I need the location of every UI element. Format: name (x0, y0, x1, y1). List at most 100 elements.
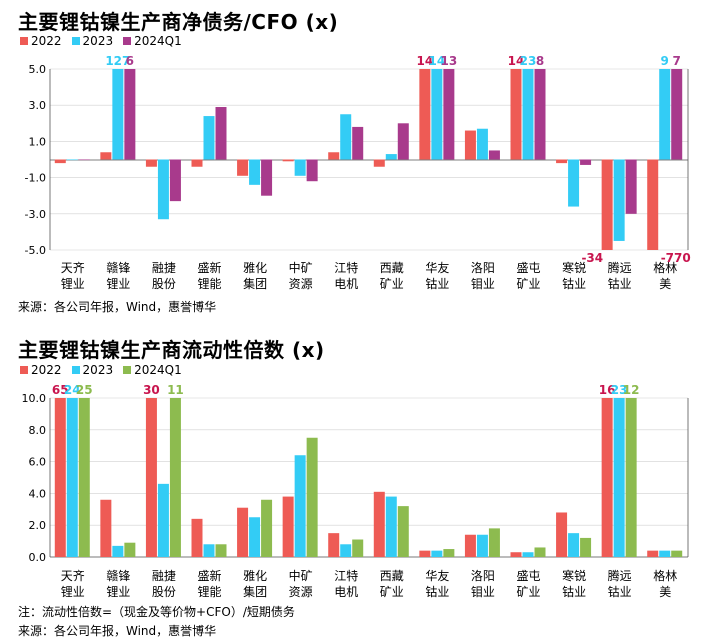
bar-2024Q1 (215, 107, 227, 160)
bar-2023 (112, 69, 124, 160)
data-label: 30 (143, 383, 160, 397)
legend2-swatch-2023 (71, 366, 80, 374)
x-tick-label: 股份 (152, 277, 176, 291)
x-tick-label: 西藏 (380, 261, 404, 275)
bar-2024Q1 (169, 398, 181, 557)
chart2-source: 来源：各公司年报，Wind，惠誉博华 (18, 624, 217, 638)
y-tick-label: 2.0 (29, 519, 47, 532)
bar-2023 (613, 398, 625, 557)
bar-2023 (522, 552, 534, 557)
bar-2023 (66, 398, 78, 557)
bar-2023 (431, 550, 443, 557)
x-tick-label: 集团 (243, 584, 267, 599)
bar-2023 (385, 496, 397, 557)
x-tick-label: 盛新 (197, 568, 221, 583)
x-tick-label: 天齐 (61, 260, 85, 275)
x-tick-label: 矿业 (380, 585, 404, 599)
bar-2023 (522, 69, 534, 160)
legend2-item-2024q1: 2024Q1 (123, 363, 182, 377)
chart2-title: 主要锂钴镍生产商流动性倍数 (x) (18, 338, 325, 362)
x-tick-label: 美 (659, 585, 671, 599)
bar-2022 (191, 518, 203, 557)
legend2-swatch-2024q1 (123, 366, 132, 374)
x-tick-label: 洛阳 (471, 568, 495, 583)
bar-2022 (54, 398, 66, 557)
bar-2023 (385, 154, 397, 160)
bar-2024Q1 (124, 69, 136, 160)
bar-2022 (419, 550, 431, 557)
bar-2022 (556, 512, 568, 557)
bar-2023 (203, 544, 215, 557)
legend2-label-2022: 2022 (31, 363, 62, 377)
bar-2022 (328, 152, 340, 160)
legend-swatch-2024q1 (123, 37, 132, 45)
y-tick-label: 5.0 (29, 63, 47, 76)
data-label: 65 (52, 383, 69, 397)
bar-2024Q1 (671, 69, 683, 160)
x-tick-label: 融捷 (152, 261, 176, 275)
bar-2022 (601, 159, 613, 250)
bar-2023 (112, 545, 124, 557)
bar-2024Q1 (78, 398, 90, 557)
x-tick-label: 腾远 (608, 260, 632, 275)
legend-swatch-2022 (20, 37, 28, 45)
chart1-source: 来源：各公司年报，Wind，惠誉博华 (18, 300, 217, 314)
x-tick-label: 江特 (334, 568, 358, 583)
data-label: -770 (661, 251, 691, 265)
bar-2024Q1 (397, 123, 409, 160)
legend-item-2022: 2022 (20, 34, 62, 48)
x-tick-label: 锂能 (197, 276, 221, 291)
data-label: 9 (661, 54, 669, 68)
legend2-item-2023: 2023 (71, 363, 114, 377)
x-tick-label: 赣锋 (106, 261, 130, 275)
bar-2022 (328, 533, 340, 557)
x-tick-label: 锂业 (61, 276, 85, 291)
bar-2024Q1 (580, 159, 592, 165)
data-label: 24 (64, 383, 81, 397)
bar-2022 (145, 398, 157, 557)
x-tick-label: 西藏 (380, 569, 404, 583)
x-tick-label: 腾远 (608, 568, 632, 583)
bar-2022 (237, 507, 249, 557)
data-label: 12 (623, 383, 640, 397)
legend-label-2022: 2022 (31, 34, 62, 48)
x-tick-label: 美 (659, 277, 671, 291)
bar-2024Q1 (78, 159, 90, 161)
x-tick-label: 钴业 (562, 276, 586, 291)
x-tick-label: 锂能 (197, 584, 221, 599)
bar-2023 (659, 69, 671, 160)
y-tick-label: -5.0 (25, 244, 46, 257)
x-tick-label: 电机 (334, 585, 358, 599)
legend-item-2024q1: 2024Q1 (123, 34, 182, 48)
x-tick-label: 电机 (334, 277, 358, 291)
bar-2024Q1 (443, 69, 455, 160)
data-label: 14 (508, 54, 525, 68)
bar-2022 (282, 496, 294, 557)
bar-2024Q1 (352, 126, 364, 160)
bar-2022 (464, 534, 476, 557)
bar-2024Q1 (397, 506, 409, 557)
x-tick-label: 格林 (653, 260, 677, 275)
x-tick-label: 钴业 (608, 584, 632, 599)
bar-2022 (100, 152, 112, 160)
bar-2023 (613, 159, 625, 241)
bar-2022 (510, 69, 522, 160)
bar-2023 (294, 455, 306, 557)
x-tick-label: 洛阳 (471, 260, 495, 275)
x-tick-label: 寒锐 (562, 568, 586, 583)
data-label: 23 (520, 54, 537, 68)
bar-2023 (66, 159, 78, 161)
y-tick-label: 6.0 (29, 456, 47, 469)
bar-2024Q1 (306, 437, 318, 557)
x-tick-label: 盛屯 (516, 568, 540, 583)
bar-2024Q1 (625, 159, 637, 214)
bar-2024Q1 (580, 537, 592, 557)
data-label: 11 (167, 383, 184, 397)
y-tick-label: 10.0 (22, 392, 47, 405)
chart1-plot: 5.03.01.0-1.0-3.0-5.0天齐锂业赣锋锂业融捷股份盛新锂能雅化集… (25, 54, 691, 291)
bar-2022 (282, 159, 294, 162)
x-tick-label: 资源 (289, 277, 313, 291)
legend2-label-2023: 2023 (82, 363, 114, 377)
x-tick-label: 钴业 (425, 276, 449, 291)
x-tick-label: 钴业 (562, 584, 586, 599)
